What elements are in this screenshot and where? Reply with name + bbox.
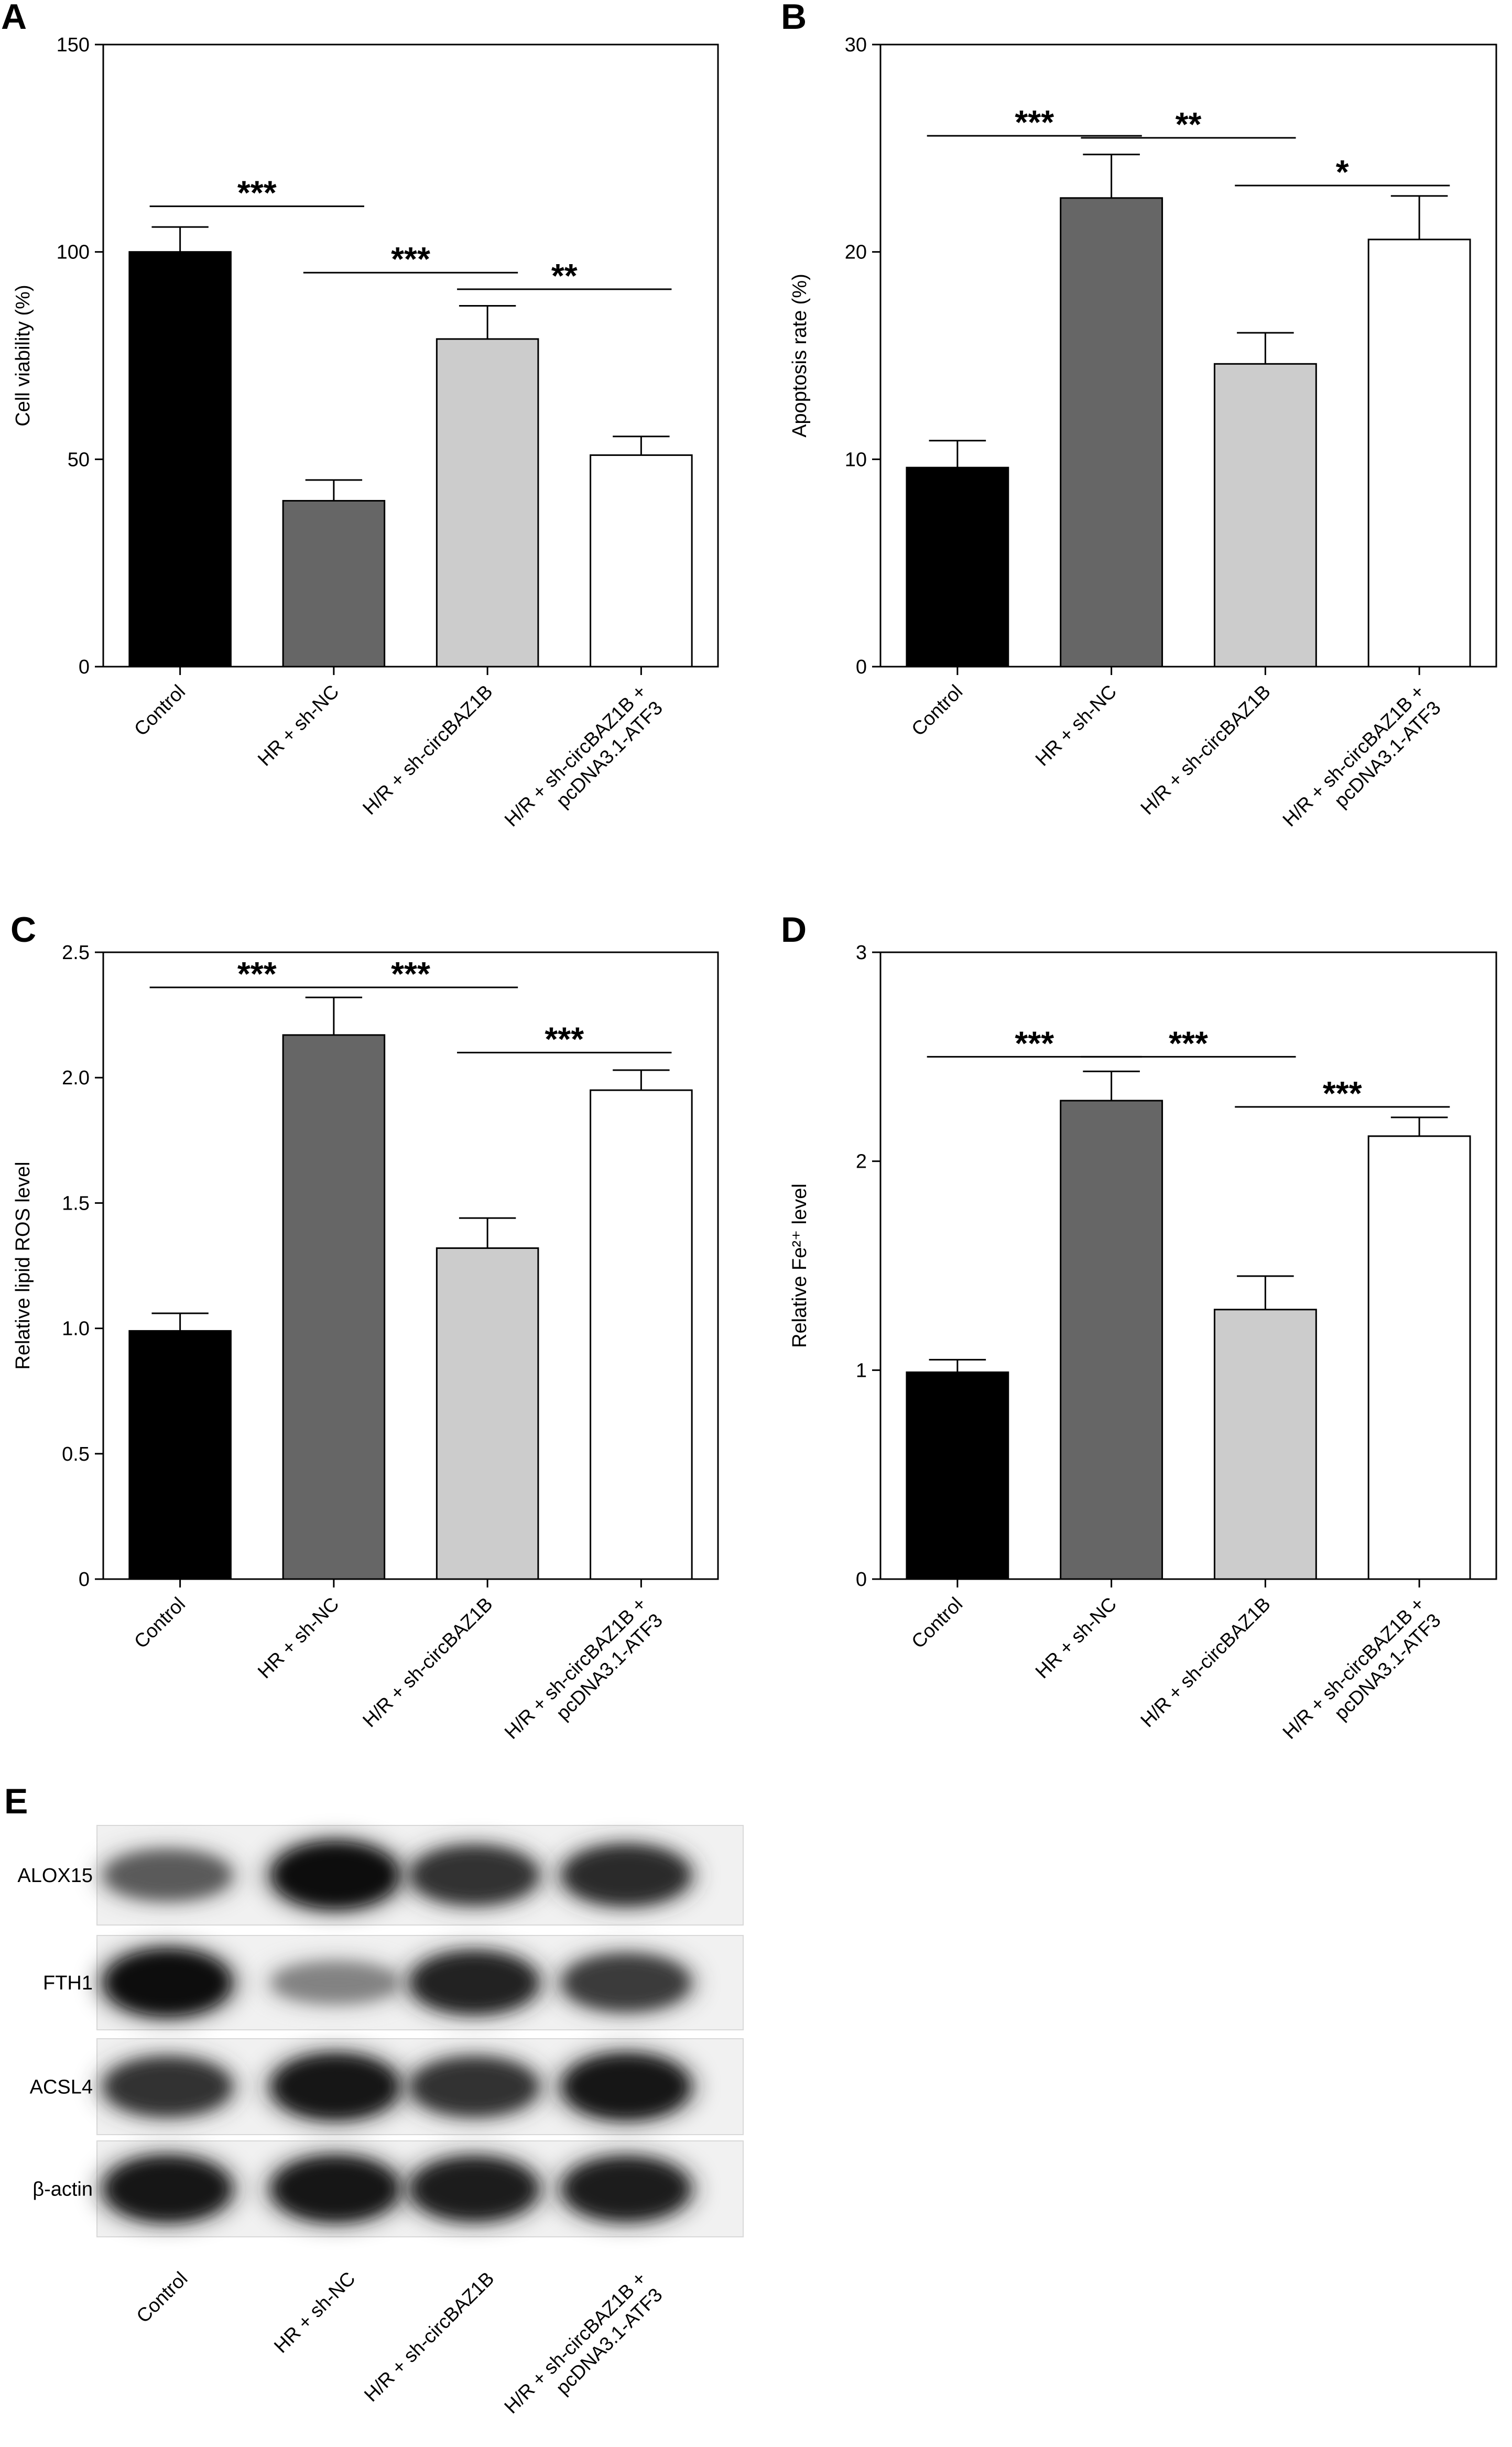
blot-band [412, 1847, 536, 1904]
significance-label: *** [1169, 1024, 1208, 1062]
y-tick-label: 1.5 [62, 1192, 90, 1214]
significance-label: *** [391, 240, 430, 278]
significance-label: *** [1323, 1074, 1362, 1112]
panel-letter-a: A [1, 0, 27, 37]
y-tick-label: 2.5 [62, 942, 90, 964]
significance-label: * [1336, 153, 1349, 191]
blot-band [412, 1953, 536, 2013]
blot-band [106, 1950, 230, 2015]
significance-label: ** [1176, 105, 1202, 143]
y-tick-label: 0 [856, 656, 867, 678]
y-tick-label: 0 [79, 1569, 90, 1591]
blot-band [274, 2157, 397, 2221]
y-tick-label: 1 [856, 1360, 867, 1382]
y-tick-label: 20 [845, 242, 867, 264]
blot-band [106, 2157, 230, 2221]
bar [1367, 238, 1471, 668]
plot-frame [102, 43, 719, 668]
y-axis-label: Relative Fe²⁺ level [789, 1183, 811, 1348]
blot-band [274, 1843, 397, 1908]
blot-band [106, 1852, 230, 1899]
blot-band [412, 2059, 536, 2115]
y-tick-label: 1.0 [62, 1318, 90, 1340]
y-axis-label: Apoptosis rate (%) [789, 274, 811, 438]
blot-band [274, 2055, 397, 2118]
bar [590, 454, 693, 668]
bar [1367, 1135, 1471, 1580]
bar [1060, 197, 1163, 668]
y-tick-label: 0.5 [62, 1443, 90, 1465]
blot-protein-label: FTH1 [43, 1972, 93, 1994]
y-tick-label: 0 [79, 656, 90, 678]
bar [1213, 1309, 1317, 1580]
plot-frame [102, 951, 719, 1580]
panel-letter-b: B [781, 0, 807, 37]
bar [128, 1330, 232, 1580]
y-tick-label: 100 [57, 242, 90, 264]
y-tick-label: 10 [845, 449, 867, 471]
bar [282, 499, 386, 668]
plot-frame [879, 951, 1497, 1580]
y-axis-label: Relative lipid ROS level [12, 1161, 34, 1369]
significance-label: *** [1015, 103, 1054, 141]
blot-band [274, 1963, 397, 2002]
significance-label: *** [545, 1020, 584, 1058]
y-tick-label: 2 [856, 1151, 867, 1173]
significance-label: *** [237, 955, 277, 993]
panel-letter-c: C [10, 910, 36, 950]
significance-label: *** [1015, 1024, 1054, 1062]
y-tick-label: 3 [856, 942, 867, 964]
blot-band [106, 2059, 230, 2115]
blot-protein-label: β-actin [32, 2179, 93, 2201]
significance-label: *** [237, 174, 277, 212]
y-tick-label: 2.0 [62, 1067, 90, 1089]
blot-protein-label: ACSL4 [30, 2076, 93, 2098]
bar [590, 1089, 693, 1580]
blot-band [564, 2055, 688, 2118]
bar [282, 1034, 386, 1580]
bar [436, 1247, 539, 1580]
panel-letter-e: E [4, 1781, 28, 1821]
bar [128, 251, 232, 668]
y-axis-label: Cell viability (%) [12, 285, 34, 426]
significance-label: *** [391, 955, 430, 993]
blot-band [412, 2158, 536, 2220]
y-tick-label: 0 [856, 1569, 867, 1591]
y-tick-label: 50 [68, 449, 90, 471]
blot-band [564, 1955, 688, 2010]
bar [906, 466, 1009, 668]
blot-band [564, 1846, 688, 1905]
blot-protein-label: ALOX15 [17, 1865, 93, 1887]
y-tick-label: 30 [845, 34, 867, 56]
bar [436, 338, 539, 668]
bar [1060, 1100, 1163, 1580]
plot-frame [879, 43, 1497, 668]
bar [906, 1371, 1009, 1580]
panel-letter-d: D [781, 910, 807, 950]
bar [1213, 363, 1317, 668]
y-tick-label: 150 [57, 34, 90, 56]
blot-band [564, 2158, 688, 2220]
significance-label: ** [551, 257, 578, 295]
